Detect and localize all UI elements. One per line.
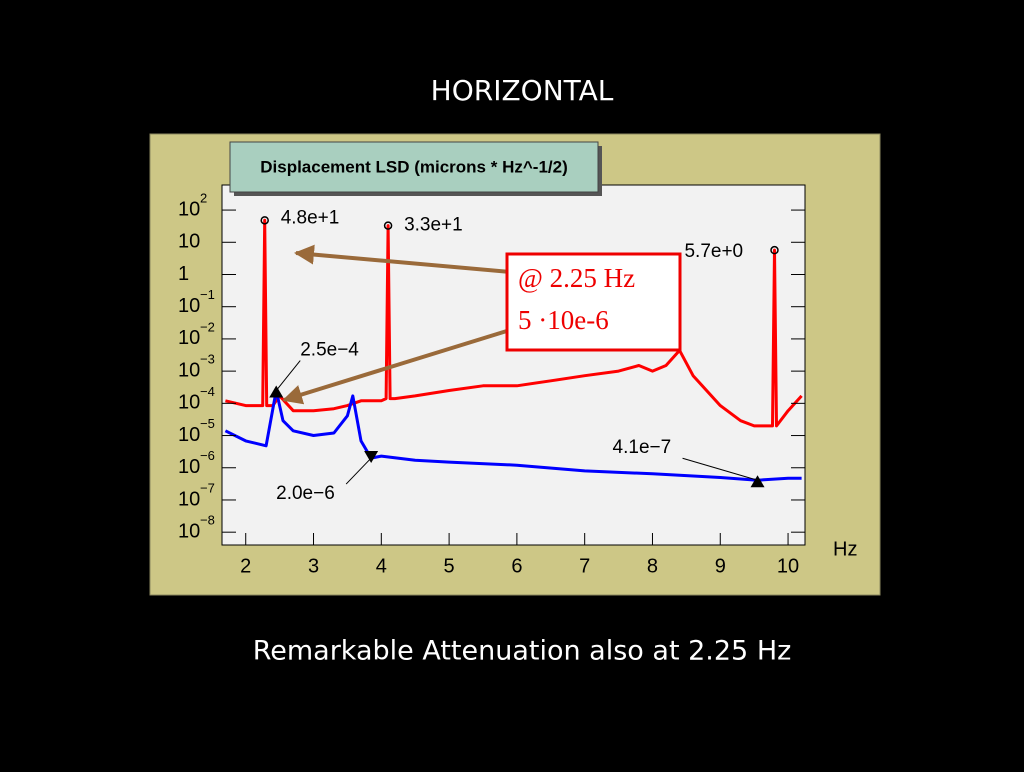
y-tick-exponent: −1 (200, 287, 215, 302)
title-box (229, 141, 599, 193)
peak-label: 5.7e+0 (684, 241, 743, 262)
y-tick-exponent: −5 (200, 416, 215, 431)
x-tick-label: 10 (777, 555, 799, 577)
y-tick-exponent: −8 (200, 513, 215, 528)
plot-area (221, 184, 806, 546)
y-tick-exponent: −3 (200, 352, 215, 367)
x-tick-label: 2 (240, 555, 251, 577)
x-tick-label: 6 (511, 555, 522, 577)
x-tick-label: 9 (715, 555, 726, 577)
peak-marker (770, 245, 779, 255)
y-tick-label: 10 (178, 488, 200, 510)
y-tick-label: 10 (178, 424, 200, 446)
peak-marker (364, 451, 379, 464)
y-tick-label: 10 (178, 392, 200, 414)
y-tick-label: 10 (178, 231, 200, 253)
x-tick-label: 5 (444, 555, 455, 577)
y-tick-exponent: −2 (200, 319, 215, 334)
y-tick-exponent: −7 (200, 480, 215, 495)
chart-title: Displacement LSD (microns * Hz^-1/2) (260, 157, 568, 176)
peak-marker (750, 475, 765, 488)
peak-marker (383, 221, 393, 230)
y-tick-label: 10 (178, 295, 200, 317)
caption: Remarkable Attenuation also at 2.25 Hz (253, 636, 792, 667)
callout-text: @ 2.25 Hz (518, 263, 635, 293)
leader-line (345, 457, 372, 485)
series-line (224, 389, 802, 482)
y-tick-exponent: −6 (200, 448, 215, 463)
x-tick-label: 3 (308, 555, 319, 577)
y-tick-exponent: 2 (200, 191, 207, 206)
x-tick-label: 8 (647, 555, 658, 577)
arrow (282, 328, 511, 405)
callout-text: 5 ·10e-6 (518, 305, 609, 335)
peak-label: 2.0e−6 (276, 483, 335, 504)
peak-label: 3.3e+1 (404, 215, 463, 236)
y-tick-label: 10 (178, 327, 200, 349)
y-tick-label: 10 (178, 198, 200, 220)
peak-label: 4.1e−7 (613, 437, 672, 458)
peak-label: 2.5e−4 (300, 340, 359, 361)
y-tick-label: 10 (178, 456, 200, 478)
x-tick-label: 4 (376, 555, 387, 577)
y-tick-label: 10 (178, 520, 200, 542)
peak-label: 4.8e+1 (281, 207, 340, 228)
arrow (294, 244, 511, 274)
leader-line (275, 360, 301, 391)
y-tick-exponent: −4 (200, 384, 215, 399)
leader-line (682, 457, 758, 481)
peak-marker (269, 385, 284, 398)
callout-box (505, 252, 682, 352)
x-axis-label: Hz (833, 538, 857, 560)
y-tick-label: 1 (178, 263, 189, 285)
peak-marker (260, 216, 269, 225)
slide-title: HORIZONTAL (431, 74, 614, 107)
y-tick-label: 10 (178, 359, 200, 381)
x-tick-label: 7 (579, 555, 590, 577)
